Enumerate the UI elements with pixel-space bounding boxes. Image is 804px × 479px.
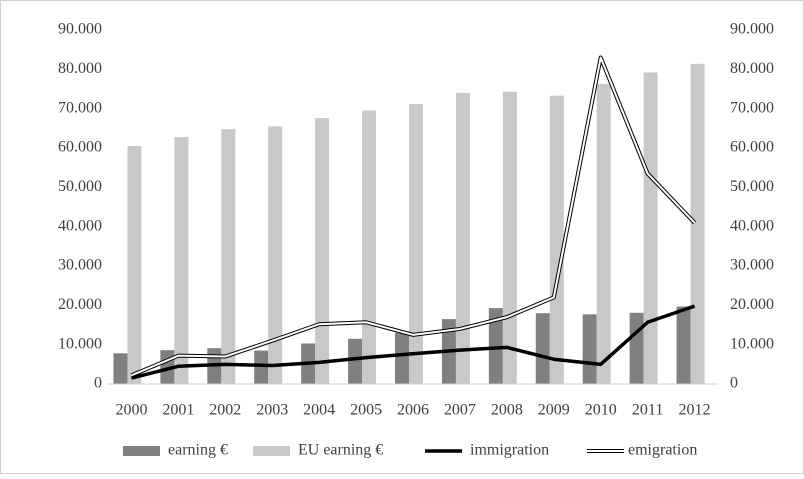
- bar: [113, 353, 128, 384]
- bar: [455, 92, 470, 384]
- bar: [362, 110, 377, 384]
- y-tick-label: 90.000: [58, 21, 102, 38]
- x-tick-label: 2005: [350, 402, 382, 419]
- y-tick-label: 70.000: [58, 99, 102, 116]
- bar: [676, 306, 691, 384]
- line: [131, 304, 696, 380]
- bar: [549, 95, 564, 384]
- bar: [221, 129, 236, 384]
- y2-tick-label: 90.000: [730, 21, 774, 38]
- bar: [488, 308, 503, 384]
- x-tick-label: 2000: [115, 402, 147, 419]
- legend-label: immigration: [470, 442, 549, 459]
- bar: [268, 126, 283, 384]
- bar: [629, 312, 644, 384]
- legend-label: emigration: [628, 442, 697, 459]
- bar: [596, 83, 611, 385]
- y-tick-label: 80.000: [58, 60, 102, 77]
- bar: [535, 313, 550, 384]
- bar: [502, 91, 517, 385]
- bar: [643, 72, 658, 384]
- x-tick-label: 2006: [397, 402, 429, 419]
- x-tick-label: 2003: [256, 402, 288, 419]
- y-tick-label: 60.000: [58, 139, 102, 156]
- x-tick-label: 2009: [538, 402, 570, 419]
- x-tick-label: 2011: [632, 402, 663, 419]
- y-tick-label: 30.000: [58, 257, 102, 274]
- x-tick-label: 2002: [209, 402, 241, 419]
- x-tick-label: 2008: [491, 402, 523, 419]
- bar: [409, 103, 423, 385]
- y-tick-label: 20.000: [58, 296, 102, 313]
- bar: [315, 118, 330, 385]
- line-inner: [131, 56, 696, 377]
- x-tick-label: 2001: [162, 402, 194, 419]
- y2-tick-label: 0: [730, 375, 738, 392]
- x-tick-label: 2004: [303, 402, 335, 419]
- bar: [690, 63, 705, 385]
- legend-swatch: [123, 446, 160, 456]
- y2-tick-label: 20.000: [730, 296, 774, 313]
- y-tick-label: 50.000: [58, 178, 102, 195]
- y2-tick-label: 80.000: [730, 60, 774, 77]
- bar: [254, 350, 269, 384]
- bar: [395, 332, 409, 384]
- bar: [348, 338, 363, 384]
- legend-swatch: [253, 446, 290, 456]
- y2-tick-label: 60.000: [730, 139, 774, 156]
- y-tick-label: 0: [94, 375, 102, 392]
- legend-label: EU earning €: [298, 442, 383, 459]
- y2-tick-label: 70.000: [730, 99, 774, 116]
- legend-label: earning €: [168, 442, 228, 459]
- y-tick-label: 10.000: [58, 335, 102, 352]
- y2-tick-label: 50.000: [730, 178, 774, 195]
- y2-tick-label: 40.000: [730, 217, 774, 234]
- y2-tick-label: 30.000: [730, 257, 774, 274]
- y-tick-label: 40.000: [58, 217, 102, 234]
- bar: [174, 136, 189, 384]
- x-tick-label: 2012: [679, 402, 711, 419]
- x-tick-label: 2010: [585, 402, 617, 419]
- bar: [582, 314, 597, 384]
- x-tick-label: 2007: [444, 402, 476, 419]
- y2-tick-label: 10.000: [730, 335, 774, 352]
- bar: [127, 146, 142, 384]
